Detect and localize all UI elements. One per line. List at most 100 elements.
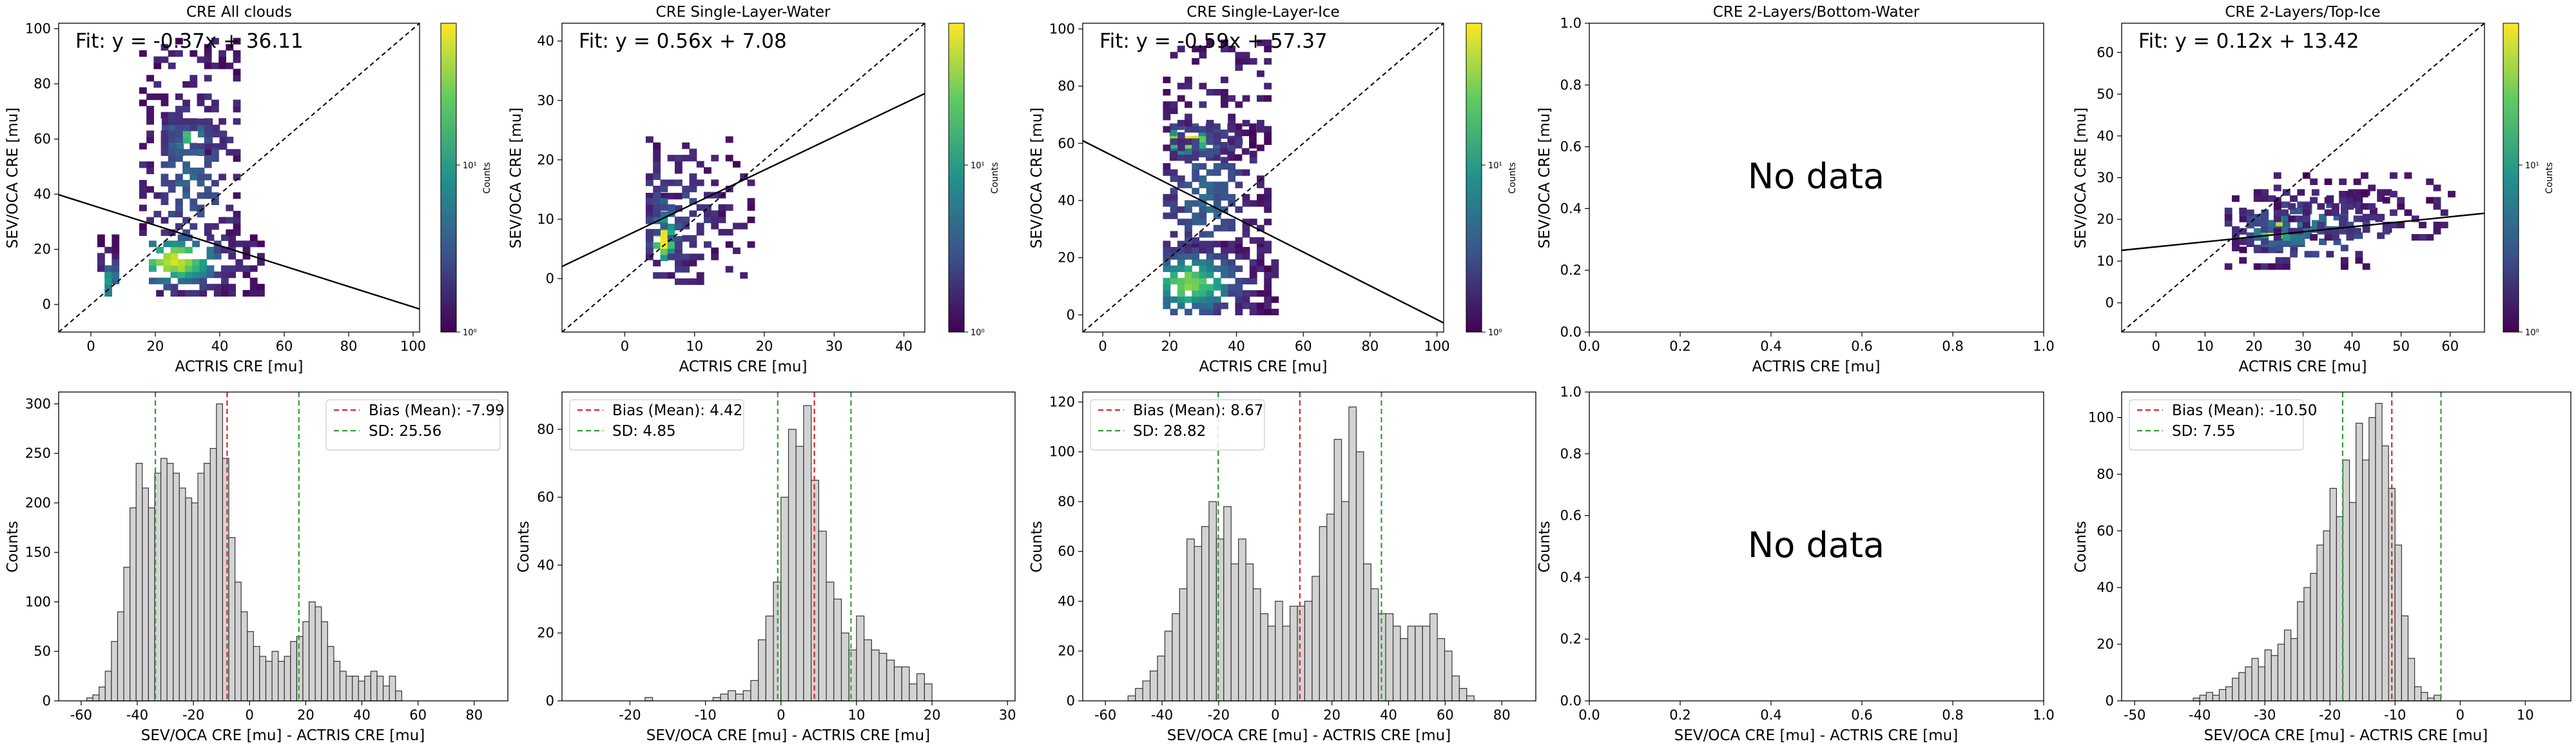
- heatmap-cell: [1235, 302, 1243, 309]
- heatmap-cell: [213, 284, 222, 291]
- heatmap-cell: [233, 118, 241, 125]
- heatmap-cell: [1206, 247, 1214, 254]
- heatmap-cell: [1264, 126, 1272, 133]
- legend-box: [1090, 399, 1265, 451]
- hist-bar: [222, 458, 229, 702]
- heatmap-cell: [2360, 215, 2368, 222]
- x-tick-label: -60: [1094, 707, 1116, 723]
- heatmap-cell: [182, 186, 190, 193]
- heatmap-cell: [228, 234, 236, 241]
- heatmap-cell: [2297, 201, 2305, 208]
- heatmap-cell: [1249, 200, 1257, 207]
- hist-bar: [758, 639, 766, 702]
- identity-line: [1083, 23, 1444, 332]
- heatmap-cell: [204, 223, 212, 230]
- heatmap-cell: [2273, 228, 2281, 235]
- heatmap-cells: [645, 136, 755, 285]
- hist-bar: [197, 473, 205, 702]
- heatmap-cell: [1163, 193, 1171, 201]
- heatmap-cell: [1221, 271, 1228, 279]
- heatmap-cell: [206, 234, 215, 241]
- hist-bar: [234, 582, 242, 702]
- heatmap-cell: [2340, 208, 2348, 215]
- heatmap-cell: [163, 259, 171, 266]
- heatmap-cell: [653, 229, 661, 236]
- heatmap-cell: [2319, 239, 2327, 246]
- y-tick-label: 120: [1049, 394, 1075, 409]
- heatmap-cell: [1235, 206, 1243, 213]
- heatmap-cell: [645, 242, 654, 249]
- heatmap-cell: [204, 130, 212, 137]
- x-tick-label: 0.6: [1851, 339, 1872, 354]
- hist-bar: [1451, 675, 1460, 702]
- heatmap-cell: [175, 204, 183, 211]
- heatmap-cell: [1257, 39, 1264, 46]
- heatmap-cell: [2253, 244, 2261, 251]
- x-tick-label: -40: [1151, 707, 1173, 723]
- heatmap-cell: [211, 149, 219, 156]
- heatmap-cell: [733, 222, 741, 230]
- heatmap-cell: [242, 290, 251, 297]
- axes-frame: [58, 391, 508, 702]
- y-tick-label: 60: [1058, 135, 1075, 151]
- heatmap-cell: [233, 37, 241, 44]
- heatmap-cell: [1177, 206, 1185, 213]
- y-tick-label: 150: [25, 545, 51, 560]
- heatmap-cell: [1206, 181, 1214, 188]
- heatmap-cell: [1235, 240, 1243, 248]
- heatmap-cell: [1198, 135, 1206, 142]
- heatmap-cell: [667, 223, 675, 231]
- heatmap-cell: [2282, 189, 2290, 196]
- heatmap-cell: [211, 180, 219, 187]
- legend-sd-label: SD: 4.85: [612, 423, 676, 440]
- heatmap-cell: [189, 167, 198, 175]
- colorbar-c-gradient: [1466, 23, 1482, 333]
- heatmap-cell: [163, 253, 171, 260]
- heatmap-cell: [175, 210, 183, 218]
- panel-g-legend: Bias (Mean): 4.42 SD: 4.85: [569, 399, 744, 451]
- heatmap-cell: [204, 56, 212, 63]
- heatmap-cell: [2377, 189, 2385, 196]
- heatmap-cell: [1264, 95, 1272, 102]
- heatmap-cell: [175, 50, 183, 57]
- hist-bar: [1245, 563, 1254, 702]
- heatmap-cell: [1221, 240, 1228, 248]
- colorbar-tick-label: 10⁰: [971, 328, 985, 338]
- y-tick-label: 40: [2097, 580, 2114, 595]
- hist-bar: [2264, 649, 2272, 702]
- hist-bar: [333, 660, 341, 702]
- y-tick-label: 0: [2106, 295, 2114, 311]
- y-tick-label: 0.6: [1560, 139, 1582, 155]
- heatmap-cell: [257, 253, 265, 260]
- heatmap-cell: [704, 210, 712, 217]
- heatmap-cell: [645, 198, 654, 205]
- heatmap-cell: [2433, 184, 2441, 191]
- heatmap-cell: [1163, 144, 1171, 152]
- heatmap-cell: [1206, 138, 1214, 145]
- heatmap-cell: [2355, 201, 2363, 208]
- heatmap-cell: [1242, 296, 1250, 303]
- heatmap-cell: [160, 173, 169, 181]
- heatmap-cell: [1206, 119, 1214, 127]
- heatmap-cell: [2368, 203, 2376, 210]
- heatmap-cell: [653, 210, 661, 217]
- heatmap-cell: [1199, 247, 1207, 254]
- heatmap-cell: [2448, 190, 2455, 198]
- heatmap-cell: [189, 149, 198, 156]
- heatmap-cell: [111, 277, 120, 284]
- heatmap-cell: [175, 223, 183, 230]
- heatmap-cell: [1192, 284, 1200, 291]
- heatmap-cell: [1206, 126, 1214, 133]
- heatmap-cell: [199, 277, 208, 284]
- x-tick-label: -60: [70, 707, 92, 723]
- heatmap-cell: [146, 217, 154, 224]
- heatmap-cell: [645, 211, 654, 219]
- heatmap-cell: [153, 81, 162, 88]
- hist-bar: [2316, 544, 2324, 702]
- heatmap-cell: [1192, 126, 1200, 133]
- x-tick-label: 60: [409, 707, 427, 723]
- panel-f-legend: Bias (Mean): -7.99 SD: 25.56: [325, 399, 505, 451]
- heatmap-cell: [189, 223, 198, 230]
- heatmap-cell: [1192, 296, 1200, 303]
- heatmap-cell: [696, 179, 704, 186]
